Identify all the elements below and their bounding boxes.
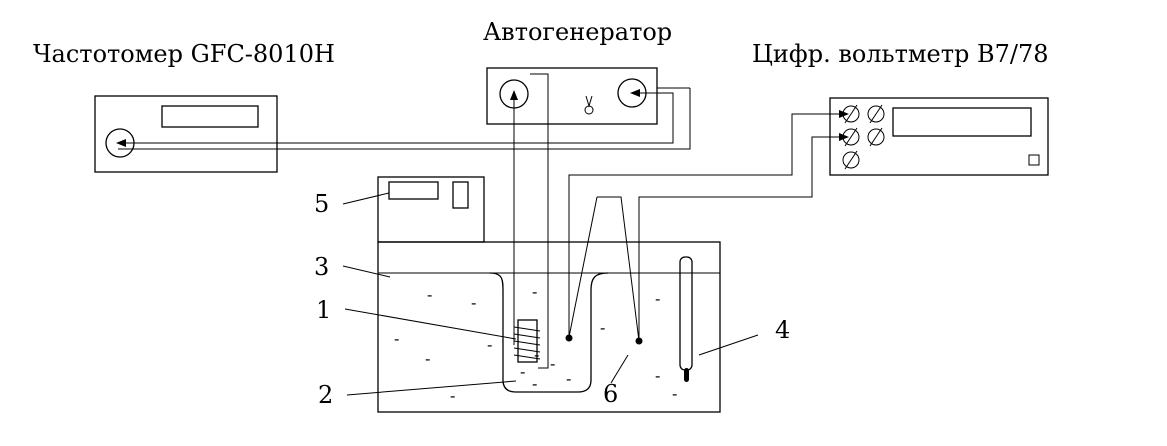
liquid-mark: -: [520, 362, 525, 381]
liquid-mark: -: [655, 289, 660, 308]
liquid-marks: - - - - - - - - - - - - - - - -: [394, 282, 677, 405]
liquid-mark: -: [532, 374, 537, 393]
voltmeter-label: Цифр. вольтметр В7/78: [752, 40, 1049, 68]
liquid-mark: -: [566, 369, 571, 388]
u-shaped-vessel: [489, 272, 609, 393]
generator-switch-lever: [585, 95, 593, 108]
electrode-point-left: [565, 334, 573, 342]
voltmeter-button: [1028, 154, 1040, 166]
voltmeter: [829, 97, 1049, 176]
callout-6: 6: [603, 380, 618, 408]
thermometer-bulb: [684, 368, 689, 382]
voltmeter-display: [892, 107, 1032, 137]
frequency-meter: [94, 95, 278, 173]
generator-body: [486, 67, 658, 125]
frequency-meter-label: Частотомер GFC-8010H: [33, 40, 335, 68]
generator-label: Автогенератор: [483, 18, 672, 46]
thermometer: [679, 256, 693, 382]
voltmeter-terminals: [842, 104, 885, 170]
sensor-holder: [517, 319, 538, 363]
electrode-point-right: [635, 337, 643, 345]
wire-voltmeter-electrodes: [565, 110, 849, 345]
liquid-mark: -: [550, 354, 555, 373]
thermostat-bath: [377, 241, 721, 413]
liquid-mark: -: [427, 285, 432, 304]
callout-4: 4: [775, 316, 790, 344]
callout-1: 1: [316, 296, 331, 324]
callout-leaders: [342, 192, 759, 396]
liquid-mark: -: [534, 345, 539, 364]
liquid-mark: -: [600, 318, 605, 337]
control-box-knob: [452, 181, 469, 209]
wire-frequency-meter-generator: [116, 87, 691, 150]
control-box-display: [388, 181, 439, 200]
bath-body: [377, 241, 721, 413]
sensor-coil: [513, 319, 541, 363]
callout-5: 5: [314, 190, 329, 218]
liquid-mark: -: [532, 282, 537, 301]
liquid-mark: -: [471, 293, 476, 312]
thermometer-tube: [679, 256, 693, 371]
wire-generator-sensor: [510, 73, 549, 369]
liquid-mark: -: [655, 366, 660, 385]
callout-3: 3: [314, 253, 329, 281]
liquid-mark: -: [487, 335, 492, 354]
liquid-mark: -: [672, 384, 677, 403]
liquid-mark: -: [450, 386, 455, 405]
frequency-meter-body: [94, 95, 278, 173]
liquid-mark: -: [394, 329, 399, 348]
callout-2: 2: [318, 381, 333, 409]
frequency-meter-display: [161, 105, 259, 128]
thermostat-control-box: [377, 176, 485, 243]
liquid-mark: -: [425, 349, 430, 368]
